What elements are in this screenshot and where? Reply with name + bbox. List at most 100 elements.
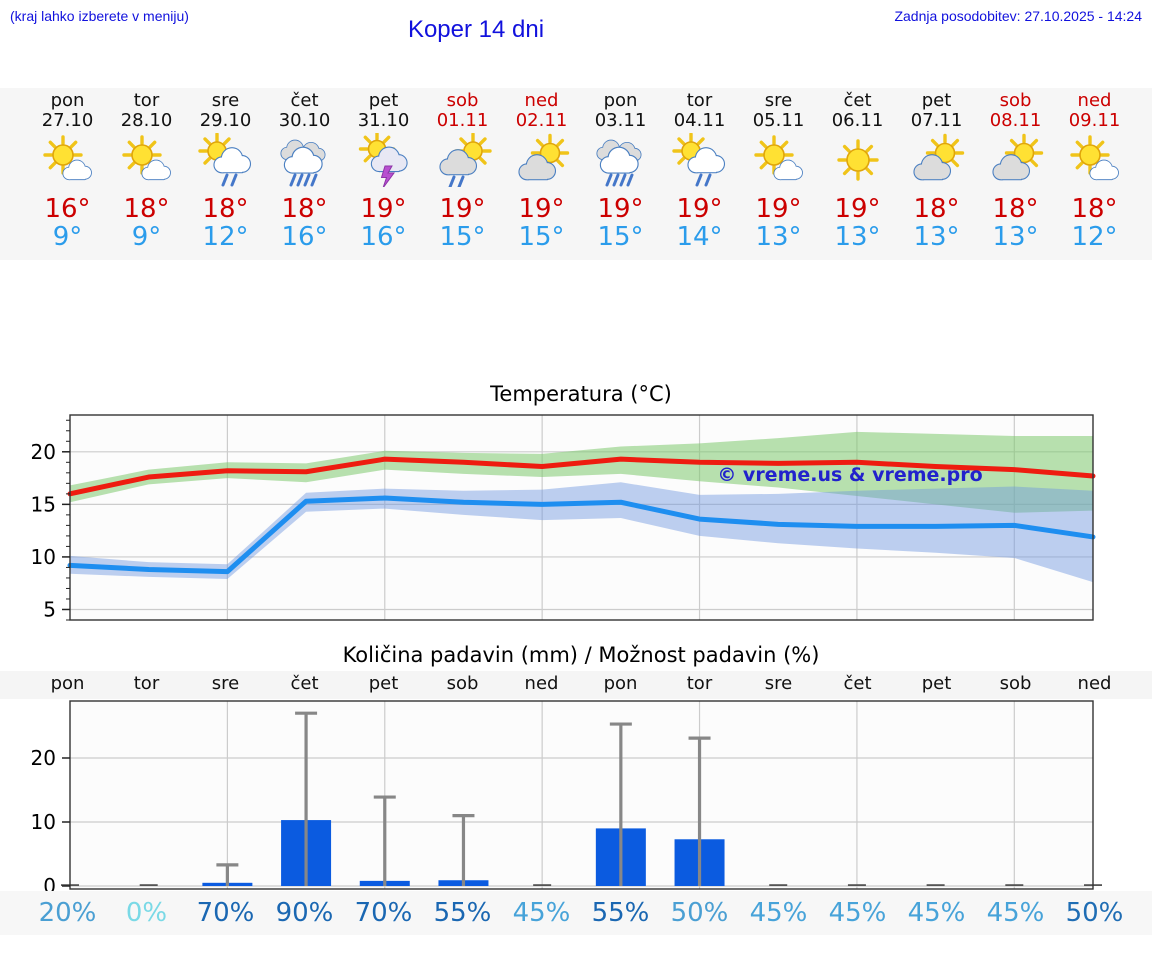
partly-rain-icon [431, 132, 495, 189]
low-temp: 13° [913, 222, 960, 252]
day-name: pon [603, 673, 638, 694]
precip-day-label: tor [660, 672, 739, 700]
day-name: pet [368, 90, 399, 111]
day-column: pet 07.11 18° 13° [897, 88, 976, 260]
high-temp: 18° [123, 194, 170, 224]
y-axis-tick-label: 20 [31, 746, 56, 770]
day-name: pon [50, 673, 85, 694]
day-name: sob [446, 90, 479, 111]
precip-day-label: pon [581, 672, 660, 700]
y-axis-tick-label: 5 [43, 597, 56, 621]
low-temp: 13° [992, 222, 1039, 252]
day-name: sob [999, 673, 1032, 694]
high-temp: 18° [992, 194, 1039, 224]
day-date: 02.11 [515, 110, 568, 131]
day-name: čet [290, 673, 319, 694]
low-temp: 15° [597, 222, 644, 252]
day-name: ned [1077, 90, 1112, 111]
day-column: čet 30.10 18° 16° [265, 88, 344, 260]
day-column: tor 28.10 18° 9° [107, 88, 186, 260]
precip-day-label: ned [502, 672, 581, 700]
high-temp: 19° [597, 194, 644, 224]
low-temp: 16° [360, 222, 407, 252]
partly-cloudy-icon [510, 133, 574, 187]
day-name: sre [764, 90, 793, 111]
low-temp: 14° [676, 222, 723, 252]
day-name: ned [1077, 673, 1112, 694]
day-date: 06.11 [831, 110, 884, 131]
high-temp: 19° [439, 194, 486, 224]
precip-day-label: tor [107, 672, 186, 700]
temperature-chart: © vreme.us & vreme.pro 5 10 15 20 [31, 414, 1096, 621]
precip-probability: 50% [1065, 898, 1124, 928]
day-date: 07.11 [910, 110, 963, 131]
y-axis-tick-label: 20 [31, 440, 56, 464]
precip-probability: 45% [907, 898, 966, 928]
low-temp: 9° [52, 222, 83, 252]
heavy-rain-icon [589, 133, 653, 187]
high-temp: 18° [202, 194, 249, 224]
day-name: sre [211, 673, 240, 694]
precip-probability: 55% [433, 898, 492, 928]
last-update-label: Zadnja posodobitev: 27.10.2025 - 14:24 [894, 8, 1142, 24]
high-temp: 16° [44, 194, 91, 224]
heavy-rain-icon [273, 133, 337, 187]
precip-day-label: sre [739, 672, 818, 700]
y-axis-tick-label: 10 [31, 810, 56, 834]
day-date: 01.11 [436, 110, 489, 131]
precip-probability: 70% [354, 898, 413, 928]
precip-day-labels-row: pon tor sre čet pet sob ned pon tor sre čet pet sob n… [28, 672, 1134, 700]
day-name: pet [368, 673, 399, 694]
day-date: 04.11 [673, 110, 726, 131]
day-date: 30.10 [278, 110, 331, 131]
precip-probability: 45% [828, 898, 887, 928]
precip-probability: 20% [38, 898, 97, 928]
high-temp: 18° [913, 194, 960, 224]
day-name: pet [921, 90, 952, 111]
precip-day-label: pet [897, 672, 976, 700]
day-name: ned [524, 90, 559, 111]
precip-probability: 70% [196, 898, 255, 928]
day-name: čet [843, 90, 872, 111]
day-date: 28.10 [120, 110, 173, 131]
day-date: 09.11 [1068, 110, 1121, 131]
day-name: sob [446, 673, 479, 694]
precip-probability-row: 20% 0% 70% 90% 70% 55% 45% 55% 50% 45% 45% 45% 45% 50… [28, 891, 1134, 935]
forecast-strip: pon 27.10 16° 9° tor 28.10 18° 9° sre 29.1… [28, 88, 1134, 260]
low-temp: 13° [834, 222, 881, 252]
y-axis-tick-label: 10 [31, 545, 56, 569]
precip-probability: 90% [275, 898, 334, 928]
precip-probability: 45% [749, 898, 808, 928]
watermark-link[interactable]: © vreme.us & vreme.pro [717, 464, 982, 486]
low-temp: 16° [281, 222, 328, 252]
y-axis-tick-label: 15 [31, 492, 56, 516]
mostly-sunny-icon [1063, 133, 1127, 187]
day-name: pon [603, 90, 638, 111]
low-temp: 13° [755, 222, 802, 252]
precip-day-label: sre [186, 672, 265, 700]
low-temp: 15° [439, 222, 486, 252]
day-column: pet 31.10 19° 16° [344, 88, 423, 260]
probability-row-background [0, 891, 1152, 935]
day-date: 03.11 [594, 110, 647, 131]
high-temp: 19° [360, 194, 407, 224]
low-temp: 9° [131, 222, 162, 252]
day-name: tor [686, 673, 713, 694]
precip-probability: 55% [591, 898, 650, 928]
day-column: pon 27.10 16° 9° [28, 88, 107, 260]
day-column: ned 02.11 19° 15° [502, 88, 581, 260]
precipitation-chart-title: Količina padavin (mm) / Možnost padavin … [342, 643, 820, 667]
high-temp: 18° [281, 194, 328, 224]
high-temp: 19° [834, 194, 881, 224]
day-date: 05.11 [752, 110, 805, 131]
precip-day-label: sob [423, 672, 502, 700]
precip-day-label: ned [1055, 672, 1134, 700]
day-name: čet [290, 90, 319, 111]
day-column: pon 03.11 19° 15° [581, 88, 660, 260]
partly-cloudy-icon [984, 133, 1048, 187]
precip-day-label: čet [818, 672, 897, 700]
day-name: tor [133, 673, 160, 694]
sun-shower-icon [668, 132, 732, 187]
low-temp: 15° [518, 222, 565, 252]
